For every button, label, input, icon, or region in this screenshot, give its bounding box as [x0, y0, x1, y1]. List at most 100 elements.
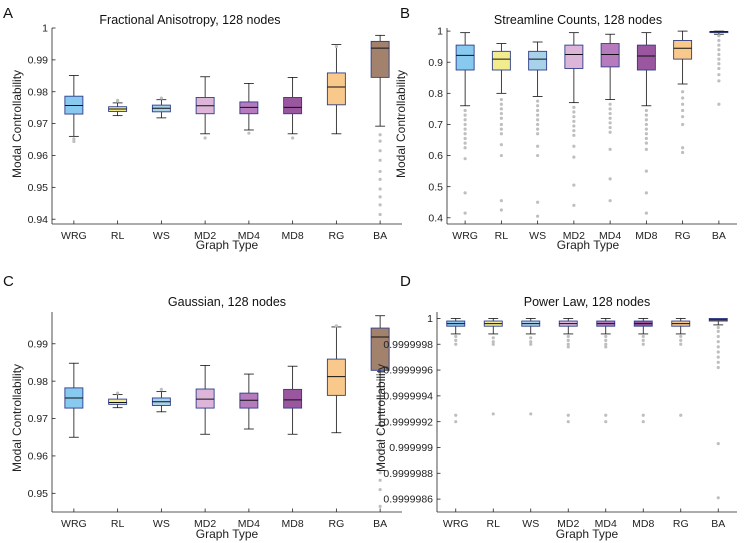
outlier-point [536, 104, 540, 108]
outlier-point [536, 122, 540, 127]
outlier-point [717, 57, 721, 61]
outlier-point [463, 141, 467, 145]
outlier-point [536, 99, 540, 103]
x-tick-label: RG [329, 518, 345, 530]
outlier-point [378, 212, 382, 217]
outlier-point [378, 462, 382, 466]
outlier-point [499, 107, 503, 111]
outlier-point [608, 102, 612, 106]
outlier-point [491, 342, 495, 346]
outlier-point [572, 133, 576, 137]
outlier-point [641, 413, 645, 417]
outlier-point [572, 105, 576, 109]
panel-b-letter: B [400, 5, 410, 22]
outlier-point [159, 387, 163, 391]
x-tick-label: WS [522, 518, 539, 530]
outlier-point [716, 325, 720, 330]
panel-a-letter: A [3, 5, 13, 22]
x-tick-label: MD2 [194, 230, 216, 242]
outlier-point [334, 324, 338, 328]
outlier-point [608, 121, 612, 125]
outlier-point [499, 122, 503, 127]
x-tick-label: MD4 [599, 230, 621, 242]
outlier-point [116, 391, 120, 395]
outlier-point [566, 420, 570, 424]
x-tick-label: MD4 [595, 518, 617, 530]
outlier-point [378, 446, 382, 451]
x-tick-label: BA [373, 518, 387, 530]
y-tick-label: 0.9999998 [383, 339, 433, 351]
outlier-point [716, 334, 720, 339]
box-rg [326, 358, 346, 396]
box-ba [370, 327, 390, 371]
x-tick-label: MD2 [557, 518, 579, 530]
outlier-point [681, 96, 685, 100]
box-md4 [600, 43, 620, 68]
outlier-point [499, 111, 503, 116]
x-tick-label: WS [153, 230, 170, 242]
outlier-point [454, 342, 458, 346]
outlier-point [291, 136, 295, 140]
outlier-point [644, 169, 648, 173]
outlier-point [378, 139, 382, 143]
outlier-point [378, 158, 382, 162]
outlier-point [566, 413, 570, 417]
box-rg [673, 39, 693, 60]
outlier-point [717, 102, 721, 106]
outlier-point [378, 133, 382, 137]
outlier-point [378, 187, 382, 191]
outlier-point [608, 116, 612, 120]
outlier-point [572, 119, 576, 123]
outlier-point [536, 132, 540, 136]
outlier-point [454, 413, 458, 417]
panel-c-xlabel: Graph Type [196, 527, 259, 541]
y-tick-label: 0.9 [428, 57, 443, 69]
outlier-point [334, 44, 338, 49]
x-tick-label: RL [111, 518, 125, 530]
outlier-point [378, 504, 382, 508]
outlier-point [679, 338, 683, 342]
panel-b-xlabel: Graph Type [557, 238, 620, 252]
y-tick-label: 0.96 [28, 451, 49, 463]
outlier-point [681, 150, 685, 155]
outlier-point [454, 420, 458, 424]
x-tick-label: WRG [452, 230, 478, 242]
outlier-point [716, 340, 720, 344]
outlier-point [463, 191, 467, 195]
outlier-point [463, 108, 467, 113]
outlier-point [572, 155, 576, 159]
outlier-point [536, 153, 540, 158]
x-tick-label: BA [711, 518, 725, 530]
outlier-point [717, 62, 721, 66]
outlier-point [566, 338, 570, 342]
panel-d-xlabel: Graph Type [556, 527, 619, 541]
x-tick-label: MD2 [194, 518, 216, 530]
outlier-point [378, 169, 382, 174]
outlier-point [716, 350, 720, 354]
x-tick-label: MD4 [238, 518, 260, 530]
outlier-point [499, 132, 503, 136]
outlier-point [378, 149, 382, 153]
y-tick-label: 0.96 [28, 150, 49, 162]
y-tick-label: 0.9999994 [383, 390, 433, 402]
outlier-point [641, 334, 645, 339]
outlier-point [463, 211, 467, 215]
panel-d-letter: D [400, 273, 411, 290]
outlier-point [604, 413, 608, 417]
outlier-point [717, 52, 721, 57]
panel-a: A Fractional Anisotropy, 128 nodes Graph… [3, 5, 402, 252]
outlier-point [681, 108, 685, 113]
x-tick-label: WRG [61, 230, 87, 242]
outlier-point [378, 455, 382, 459]
outlier-point [491, 412, 495, 416]
outlier-point [463, 136, 467, 141]
x-tick-label: RG [675, 230, 691, 242]
box-rg [326, 72, 346, 106]
outlier-point [572, 110, 576, 114]
y-tick-label: 0.7 [428, 119, 443, 131]
outlier-point [717, 38, 721, 43]
outlier-point [116, 98, 120, 102]
outlier-point [641, 338, 645, 342]
panel-c: C Gaussian, 128 nodes Graph Type Modal C… [3, 273, 402, 541]
outlier-point [566, 345, 570, 349]
